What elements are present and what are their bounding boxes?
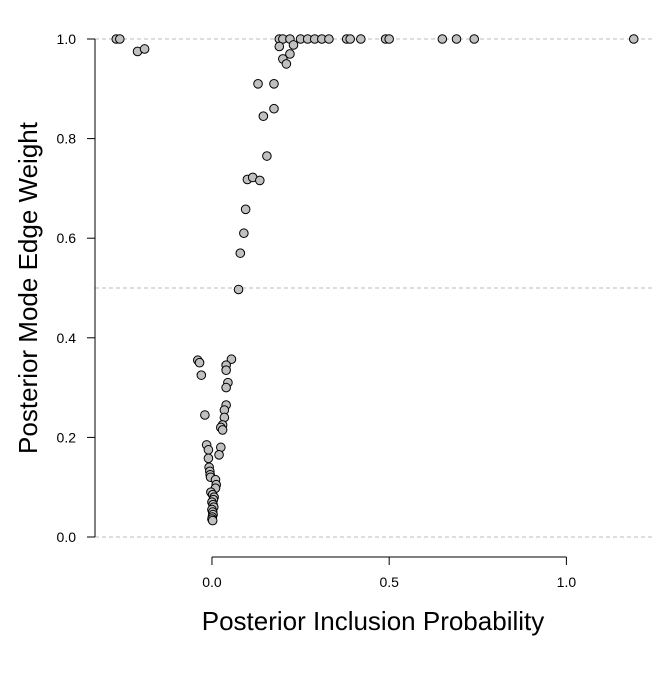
- data-point-33: [255, 175, 265, 186]
- data-point-36: [235, 248, 246, 258]
- reference-lines: [95, 38, 655, 538]
- data-point-28: [269, 103, 279, 114]
- data-point-35: [239, 228, 249, 239]
- data-point-56: [214, 450, 224, 460]
- data-point-29: [258, 111, 269, 121]
- data-point-21: [274, 41, 285, 52]
- data-point-43: [196, 370, 207, 380]
- data-point-77: [207, 515, 218, 526]
- data-point-48: [200, 410, 210, 420]
- x-tick-label-2: 1.0: [557, 574, 577, 590]
- data-point-34: [240, 204, 251, 215]
- axes: 0.0 0.5 1.0 0.0 0.2 0.4 0.6 0.8 1.0: [57, 31, 577, 590]
- data-point-19: [469, 34, 480, 44]
- data-point-30: [262, 151, 272, 161]
- x-tick-label-1: 0.5: [379, 574, 399, 590]
- data-point-27: [269, 79, 279, 89]
- data-point-26: [253, 79, 263, 89]
- data-point-23: [285, 49, 295, 59]
- y-tick-label-4: 0.8: [57, 131, 77, 147]
- data-point-14: [356, 34, 366, 44]
- y-tick-label-3: 0.6: [57, 230, 77, 246]
- data-point-3: [139, 44, 150, 54]
- data-point-39: [194, 357, 205, 368]
- y-tick-label-5: 1.0: [57, 31, 77, 47]
- y-tick-label-2: 0.4: [57, 330, 77, 346]
- data-point-13: [345, 34, 355, 44]
- data-point-42: [221, 365, 231, 375]
- data-point-45: [221, 382, 231, 393]
- data-point-57: [203, 453, 214, 464]
- data-point-20: [628, 34, 639, 44]
- x-axis-title: Posterior Inclusion Probability: [202, 606, 545, 636]
- data-point-25: [281, 59, 292, 69]
- data-point-17: [437, 34, 448, 44]
- data-point-40: [226, 354, 237, 365]
- data-point-22: [288, 40, 299, 50]
- data-point-55: [203, 445, 214, 455]
- data-point-1: [115, 34, 125, 44]
- data-point-52: [217, 425, 228, 435]
- data-points: [111, 34, 639, 526]
- data-point-37: [233, 284, 244, 295]
- data-point-11: [324, 34, 334, 44]
- y-axis-title: Posterior Mode Edge Weight: [13, 121, 43, 454]
- data-point-16: [384, 34, 394, 44]
- y-tick-label-1: 0.2: [57, 429, 77, 445]
- x-tick-label-0: 0.0: [202, 574, 222, 590]
- y-tick-label-0: 0.0: [57, 529, 77, 545]
- data-point-18: [451, 34, 462, 44]
